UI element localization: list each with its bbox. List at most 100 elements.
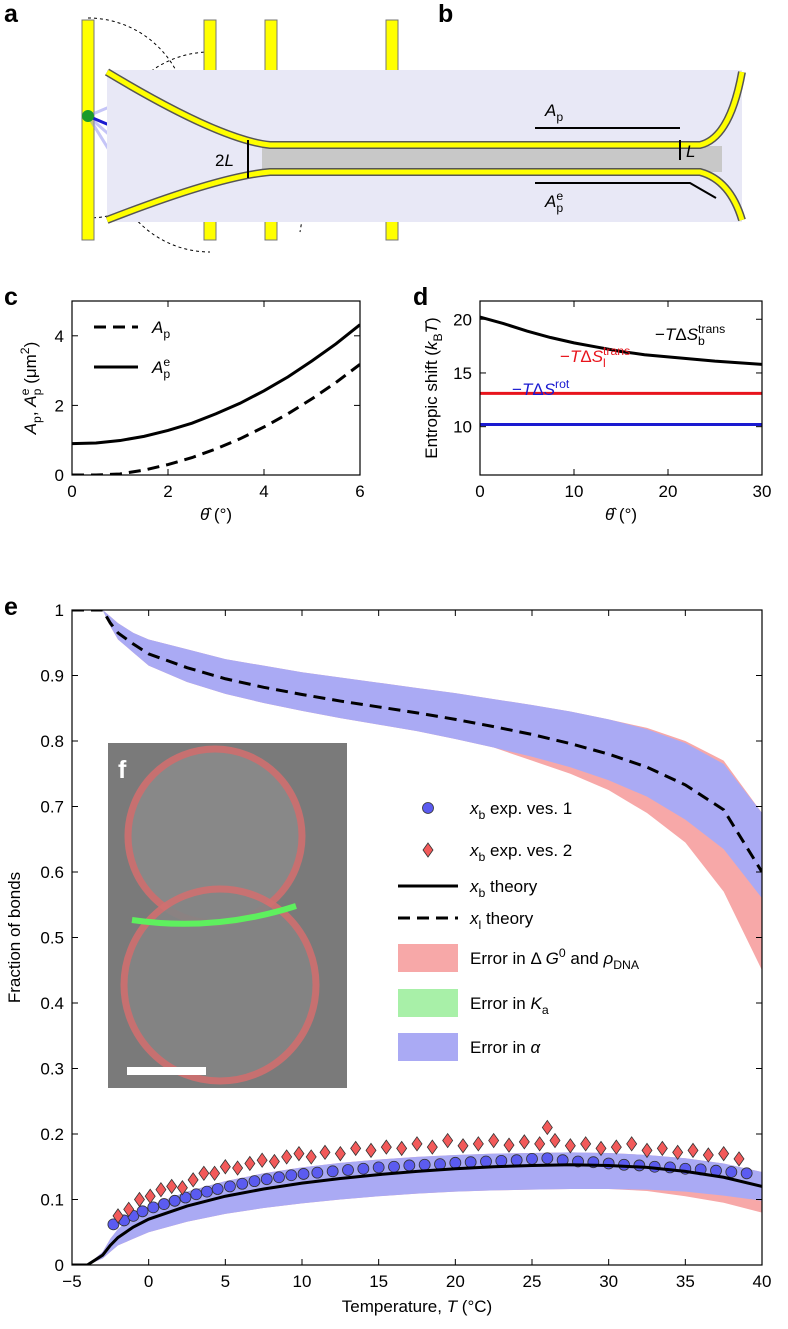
text-part: T	[665, 325, 677, 344]
point	[244, 1155, 256, 1172]
point	[580, 1136, 592, 1152]
point	[219, 1159, 231, 1175]
y-tick-label: 20	[453, 310, 472, 329]
point	[248, 1175, 261, 1188]
point	[541, 1152, 554, 1165]
membrane	[106, 169, 745, 223]
axes-frame	[479, 300, 763, 476]
point	[610, 1139, 622, 1155]
line	[72, 363, 360, 475]
text-part: p	[556, 110, 563, 124]
y-tick-label: 0.1	[40, 1191, 64, 1210]
point	[480, 1155, 492, 1168]
y-tick-label: 0.7	[40, 798, 64, 817]
text-part: (°)	[209, 505, 232, 524]
micrograph	[108, 743, 347, 1088]
text-part: θ̂	[200, 505, 212, 524]
membrane	[105, 69, 745, 148]
point	[564, 1138, 576, 1154]
point	[334, 1145, 346, 1162]
text-part: p	[163, 327, 170, 341]
vesicle	[120, 885, 320, 1085]
point	[457, 1138, 469, 1154]
point	[201, 1185, 213, 1198]
text-part: p	[30, 388, 44, 395]
x-tick-label: 10	[293, 1272, 312, 1291]
point	[388, 1160, 400, 1173]
y-axis-label: Fraction of bonds	[5, 872, 24, 1003]
y-tick-label: 0.2	[40, 1125, 64, 1144]
label: Ap​	[544, 101, 563, 124]
series-label: −TΔSltrans​	[560, 344, 630, 370]
text-part: 2	[18, 347, 32, 354]
legend-swatch	[398, 1033, 458, 1061]
point	[155, 1181, 167, 1198]
text-part: b	[479, 886, 486, 900]
point	[147, 1201, 160, 1214]
point	[488, 1132, 500, 1149]
x-tick-label: 30	[753, 482, 772, 501]
panel-label: c	[4, 283, 18, 311]
y-tick-label: 4	[55, 327, 64, 346]
text-part: x	[469, 799, 479, 818]
x-tick-label: 20	[659, 482, 678, 501]
point	[687, 1142, 699, 1159]
text-part: Entropic shift (	[422, 350, 441, 459]
text-part: k	[422, 340, 441, 350]
point	[187, 1172, 199, 1188]
text-part: θ̂	[605, 505, 617, 524]
point	[418, 1158, 431, 1171]
point	[380, 1139, 392, 1155]
text-part: b	[479, 850, 486, 864]
point	[718, 1145, 730, 1162]
point	[136, 1205, 149, 1218]
point	[311, 1166, 324, 1179]
gap	[262, 146, 722, 172]
text-part: (°C)	[457, 1297, 492, 1316]
label: 2L	[215, 151, 234, 170]
point	[256, 1152, 268, 1168]
text-part: e	[556, 189, 563, 203]
point	[740, 1167, 753, 1180]
y-tick-label: 0	[55, 466, 64, 485]
text-part: −	[655, 325, 665, 344]
legend-label: xl theory	[469, 909, 534, 932]
x-tick-label: 35	[676, 1272, 695, 1291]
panel-label: e	[4, 593, 18, 621]
y-tick-label: 2	[55, 396, 64, 415]
text-part: T	[422, 321, 441, 333]
text-part: p	[163, 367, 170, 381]
y-tick-label: 1	[55, 601, 64, 620]
text-part: )	[422, 317, 441, 323]
area-line	[535, 182, 717, 199]
point	[198, 1165, 210, 1181]
text-part: (°)	[614, 505, 637, 524]
point	[176, 1180, 188, 1196]
point	[268, 1153, 280, 1170]
series-label: −TΔSrot​	[512, 377, 570, 399]
text-part: Error in	[470, 994, 530, 1013]
text-part: trans	[698, 322, 725, 336]
text-part: rot	[555, 377, 570, 391]
legend-label: Error in Δ G0 and ρDNA​	[470, 946, 640, 972]
point	[342, 1164, 354, 1176]
text-part: (μm	[21, 354, 40, 388]
point	[672, 1144, 684, 1161]
text-part: Δ	[532, 380, 543, 399]
line	[72, 610, 762, 873]
text-part: exp. ves. 2	[485, 841, 572, 860]
text-part: 2	[215, 151, 224, 170]
point	[281, 1149, 293, 1165]
point	[549, 1132, 561, 1149]
text-part: ,	[21, 407, 40, 416]
x-tick-label: 20	[446, 1272, 465, 1291]
text-part: p	[556, 201, 563, 215]
point	[158, 1198, 170, 1210]
point	[236, 1177, 249, 1190]
text-part: A	[544, 101, 556, 120]
x-axis-label: Temperature, T (°C)	[342, 1297, 492, 1316]
series-label: −TΔSbtrans​	[655, 322, 725, 348]
point	[595, 1140, 607, 1157]
text-part: x	[469, 877, 479, 896]
